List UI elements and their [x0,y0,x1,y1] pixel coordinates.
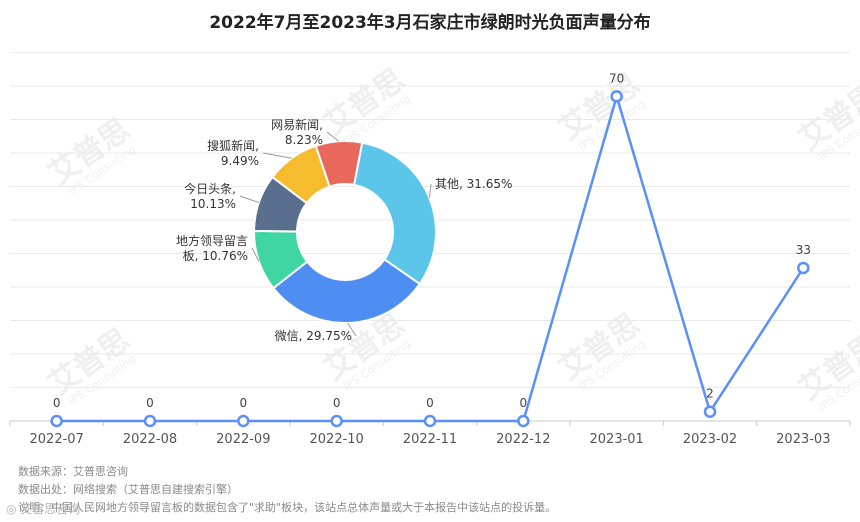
slice-label-line: 板, 10.76% [183,249,248,263]
x-tick-label: 2022-09 [216,432,270,447]
data-label: 70 [609,71,624,85]
slice-label-leader [262,152,292,159]
slice-label-line: 10.13% [190,197,236,211]
x-tick-label: 2022-11 [403,432,457,447]
x-tick-label: 2022-08 [123,432,177,447]
data-label: 0 [333,396,341,410]
x-tick-label: 2023-03 [776,432,830,447]
donut-slice [352,141,437,286]
slice-label-line: 微信, 29.75% [275,329,352,343]
data-label: 0 [426,396,434,410]
donut-slice [314,140,364,188]
x-tick-label: 2023-02 [683,432,737,447]
slice-label-line: 今日头条, [184,181,236,196]
slice-label: 其他, 31.65% [435,177,512,191]
grid-lines [10,52,850,388]
data-point [50,414,63,428]
slice-label-line: 8.23% [285,133,323,147]
disclaimer-note: 说明：中国人民网地方领导留言板的数据包含了"求助"板块，该站点总体声量或大于本报… [18,501,557,514]
slice-label: 地方领导留言板, 10.76% [176,233,248,263]
data-point [517,414,530,428]
data-point [703,405,717,418]
data-origin-note: 数据出处：网络搜索（艾普思自建搜索引擎） [18,483,238,496]
slice-label-leader [326,131,340,142]
data-point [330,414,343,428]
slice-label-leader [239,195,260,204]
slice-label: 网易新闻, 8.23% [271,117,323,147]
data-point [143,414,157,428]
data-point [610,90,623,103]
slice-label-leader [251,247,260,262]
data-point [237,414,250,428]
slice-label-line: 其他, 31.65% [435,177,512,191]
data-label: 0 [520,396,528,410]
data-label: 0 [240,396,248,410]
slice-label-line: 地方领导留言 [176,233,248,248]
x-tick-label: 2022-12 [496,432,550,447]
slice-label: 搜狐新闻, 9.49% [207,138,259,168]
data-source-note: 数据来源：艾普思咨询 [18,465,128,478]
slice-label-leader [347,322,357,337]
x-tick-label: 2022-07 [30,432,84,447]
donut-chart: 其他, 31.65% 微信, 29.75% 地方领导留言板, 10.76% 今日头条,… [176,117,512,343]
chart-title: 2022年7月至2023年3月石家庄市绿朗时光负面声量分布 [209,13,651,33]
slice-label-line: 搜狐新闻, [207,138,259,153]
slice-label-line: 9.49% [221,154,259,168]
data-label: 0 [53,396,61,410]
donut-slice [271,258,422,324]
data-label: 33 [796,243,811,257]
x-tick-label: 2022-10 [310,432,364,447]
data-point [797,261,810,275]
slice-label-line: 网易新闻, [271,117,323,132]
data-label: 0 [146,396,154,410]
slice-label: 微信, 29.75% [275,329,352,343]
data-point [423,414,437,428]
slice-label: 今日头条, 10.13% [184,181,236,211]
bottom-logo: ◎ 艾普思咨询 [6,502,81,516]
x-tick-label: 2023-01 [590,432,644,447]
slice-label-leader [428,183,432,198]
data-label: 2 [706,387,714,401]
